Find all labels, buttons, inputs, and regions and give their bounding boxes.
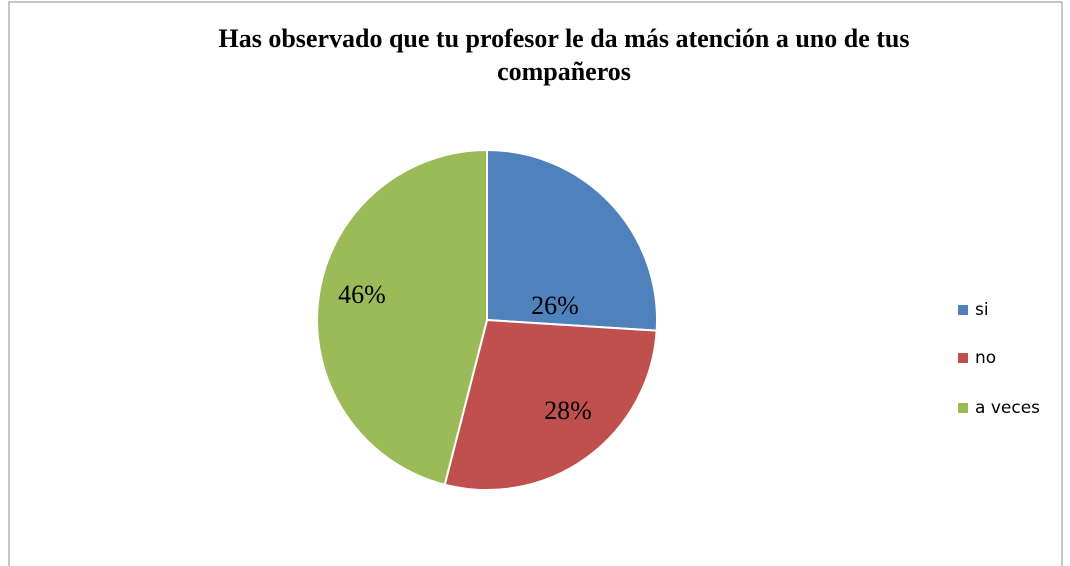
legend-swatch: [958, 305, 968, 315]
chart-border: [8, 1, 1063, 566]
legend-swatch: [958, 353, 968, 363]
legend-label: a veces: [975, 398, 1040, 418]
legend-label: si: [975, 300, 989, 320]
legend-label: no: [975, 348, 996, 368]
data-label: 26%: [531, 291, 579, 320]
pie-slice: [316, 148, 488, 486]
pie-slice: [443, 318, 658, 491]
legend-swatch: [958, 403, 968, 413]
data-label: 28%: [544, 396, 592, 425]
pie-slice: [486, 148, 658, 332]
chart-title: Has observado que tu profesor le da más …: [218, 24, 910, 86]
data-label: 46%: [338, 280, 386, 309]
